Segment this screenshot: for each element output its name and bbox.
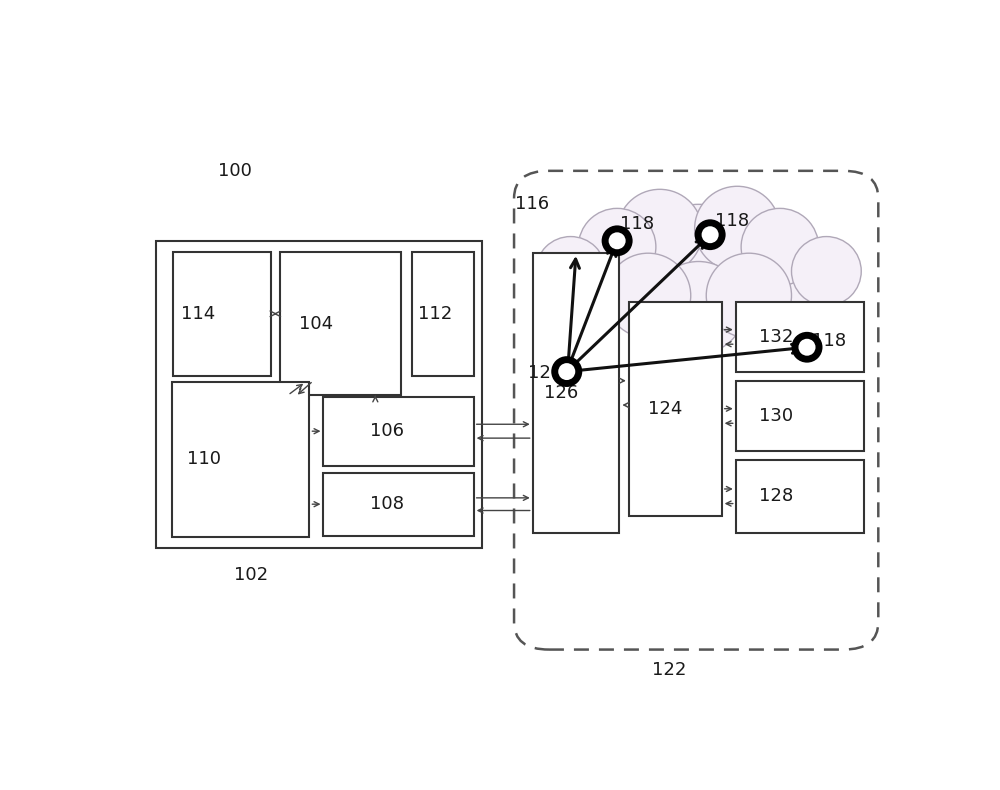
Text: 120: 120 [528,364,562,382]
Text: 110: 110 [187,450,221,468]
Bar [323,472,474,536]
Ellipse shape [617,190,702,274]
Ellipse shape [792,332,822,363]
Text: 118: 118 [715,213,749,231]
Ellipse shape [695,220,726,250]
Text: 104: 104 [299,314,334,333]
Bar [736,460,864,532]
Bar [736,302,864,372]
Text: 122: 122 [652,660,686,679]
Text: 100: 100 [218,162,252,180]
Ellipse shape [652,261,745,354]
Bar [533,253,619,532]
Text: 128: 128 [759,487,793,506]
Ellipse shape [640,205,757,320]
Bar [736,381,864,451]
Ellipse shape [706,253,792,338]
Ellipse shape [606,253,691,338]
Ellipse shape [719,232,809,322]
Text: 116: 116 [515,195,549,213]
Bar [629,302,722,516]
Ellipse shape [770,261,844,336]
Text: 132: 132 [759,328,793,346]
Ellipse shape [695,186,780,271]
Text: 112: 112 [418,305,452,323]
Text: 106: 106 [370,422,404,440]
Text: 124: 124 [648,400,682,418]
Text: 114: 114 [181,305,215,323]
Ellipse shape [558,363,575,380]
Bar [280,252,401,395]
Ellipse shape [702,226,719,243]
Text: 108: 108 [370,495,404,514]
Ellipse shape [798,339,816,356]
Ellipse shape [588,232,678,322]
Text: 118: 118 [812,332,846,350]
Ellipse shape [578,209,656,285]
Ellipse shape [553,261,627,336]
Bar [323,397,474,466]
Ellipse shape [536,236,606,306]
Bar [412,252,474,376]
FancyBboxPatch shape [514,171,878,649]
Text: 118: 118 [620,215,654,233]
Ellipse shape [551,356,582,387]
Ellipse shape [741,209,819,285]
Bar [156,241,482,548]
Bar [173,252,271,376]
Bar [172,382,309,537]
Ellipse shape [792,236,861,306]
Text: 102: 102 [234,566,268,585]
Text: 126: 126 [544,384,579,402]
Text: 130: 130 [759,407,793,425]
Ellipse shape [609,232,626,250]
Ellipse shape [602,225,633,256]
